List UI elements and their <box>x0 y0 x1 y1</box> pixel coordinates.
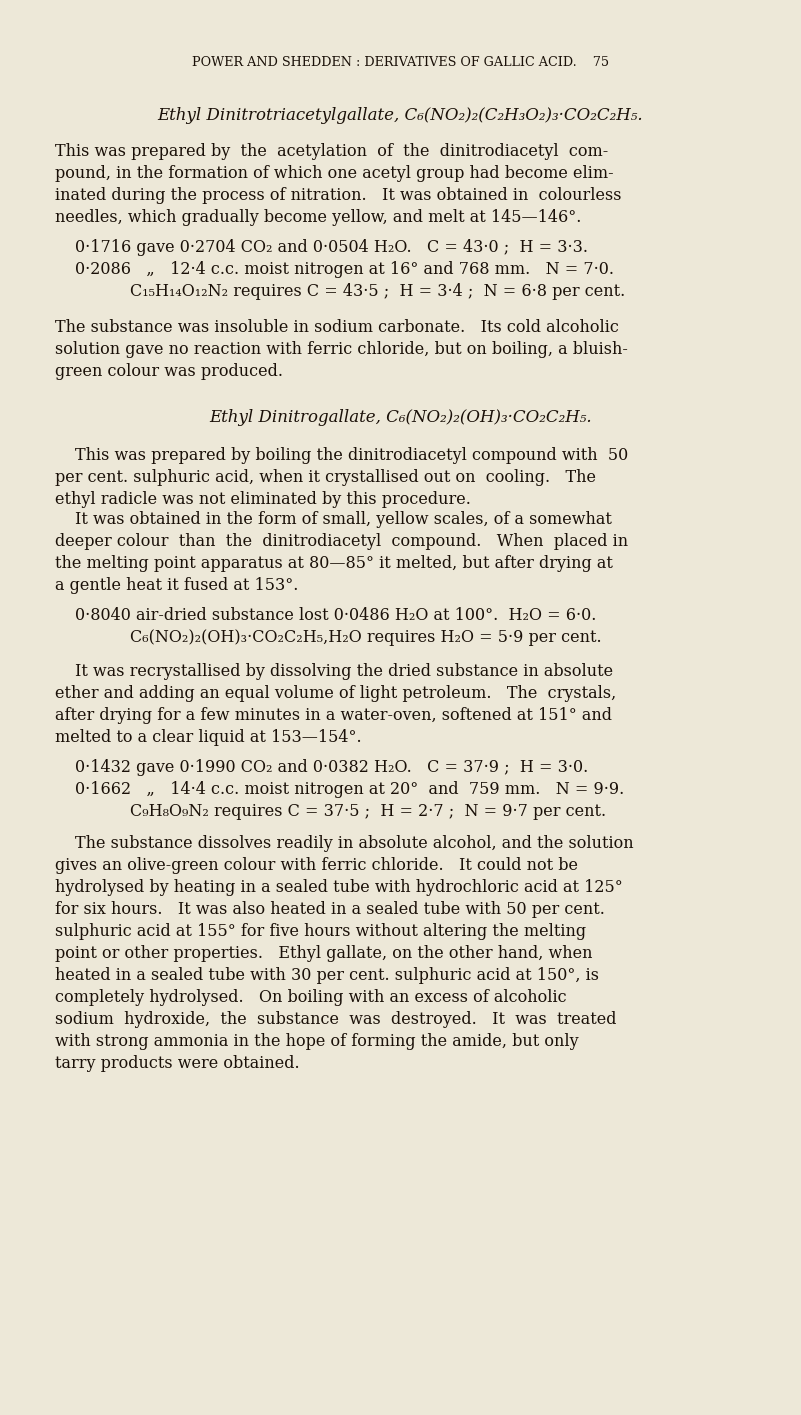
Text: 0·1662   „   14·4 c.c. moist nitrogen at 20°  and  759 mm.   N = 9·9.: 0·1662 „ 14·4 c.c. moist nitrogen at 20°… <box>75 781 624 798</box>
Text: deeper colour  than  the  dinitrodiacetyl  compound.   When  placed in: deeper colour than the dinitrodiacetyl c… <box>55 533 628 550</box>
Text: sodium  hydroxide,  the  substance  was  destroyed.   It  was  treated: sodium hydroxide, the substance was dest… <box>55 1012 617 1029</box>
Text: solution gave no reaction with ferric chloride, but on boiling, a bluish-: solution gave no reaction with ferric ch… <box>55 341 628 358</box>
Text: tarry products were obtained.: tarry products were obtained. <box>55 1056 300 1073</box>
Text: 0·2086   „   12·4 c.c. moist nitrogen at 16° and 768 mm.   N = 7·0.: 0·2086 „ 12·4 c.c. moist nitrogen at 16°… <box>75 262 614 279</box>
Text: C₁₅H₁₄O₁₂N₂ requires C = 43·5 ;  H = 3·4 ;  N = 6·8 per cent.: C₁₅H₁₄O₁₂N₂ requires C = 43·5 ; H = 3·4 … <box>130 283 626 300</box>
Text: ethyl radicle was not eliminated by this procedure.: ethyl radicle was not eliminated by this… <box>55 491 471 508</box>
Text: point or other properties.   Ethyl gallate, on the other hand, when: point or other properties. Ethyl gallate… <box>55 945 593 962</box>
Text: 0·1432 gave 0·1990 CO₂ and 0·0382 H₂O.   C = 37·9 ;  H = 3·0.: 0·1432 gave 0·1990 CO₂ and 0·0382 H₂O. C… <box>75 760 588 777</box>
Text: The substance dissolves readily in absolute alcohol, and the solution: The substance dissolves readily in absol… <box>75 835 634 852</box>
Text: heated in a sealed tube with 30 per cent. sulphuric acid at 150°, is: heated in a sealed tube with 30 per cent… <box>55 968 599 985</box>
Text: inated during the process of nitration.   It was obtained in  colourless: inated during the process of nitration. … <box>55 188 622 205</box>
Text: a gentle heat it fused at 153°.: a gentle heat it fused at 153°. <box>55 577 299 594</box>
Text: It was obtained in the form of small, yellow scales, of a somewhat: It was obtained in the form of small, ye… <box>75 511 612 528</box>
Text: 0·1716 gave 0·2704 CO₂ and 0·0504 H₂O.   C = 43·0 ;  H = 3·3.: 0·1716 gave 0·2704 CO₂ and 0·0504 H₂O. C… <box>75 239 588 256</box>
Text: sulphuric acid at 155° for five hours without altering the melting: sulphuric acid at 155° for five hours wi… <box>55 924 586 941</box>
Text: the melting point apparatus at 80—85° it melted, but after drying at: the melting point apparatus at 80—85° it… <box>55 556 613 573</box>
Text: with strong ammonia in the hope of forming the amide, but only: with strong ammonia in the hope of formi… <box>55 1033 578 1050</box>
Text: green colour was produced.: green colour was produced. <box>55 364 283 381</box>
Text: gives an olive-green colour with ferric chloride.   It could not be: gives an olive-green colour with ferric … <box>55 857 578 874</box>
Text: completely hydrolysed.   On boiling with an excess of alcoholic: completely hydrolysed. On boiling with a… <box>55 989 566 1006</box>
Text: per cent. sulphuric acid, when it crystallised out on  cooling.   The: per cent. sulphuric acid, when it crysta… <box>55 470 596 487</box>
Text: hydrolysed by heating in a sealed tube with hydrochloric acid at 125°: hydrolysed by heating in a sealed tube w… <box>55 880 622 897</box>
Text: The substance was insoluble in sodium carbonate.   Its cold alcoholic: The substance was insoluble in sodium ca… <box>55 320 619 337</box>
Text: melted to a clear liquid at 153—154°.: melted to a clear liquid at 153—154°. <box>55 730 361 747</box>
Text: C₆(NO₂)₂(OH)₃·CO₂C₂H₅,H₂O requires H₂O = 5·9 per cent.: C₆(NO₂)₂(OH)₃·CO₂C₂H₅,H₂O requires H₂O =… <box>130 630 602 647</box>
Text: It was recrystallised by dissolving the dried substance in absolute: It was recrystallised by dissolving the … <box>75 664 613 681</box>
Text: This was prepared by  the  acetylation  of  the  dinitrodiacetyl  com-: This was prepared by the acetylation of … <box>55 143 608 160</box>
Text: POWER AND SHEDDEN : DERIVATIVES OF GALLIC ACID.    75: POWER AND SHEDDEN : DERIVATIVES OF GALLI… <box>192 55 609 68</box>
Text: C₉H₈O₉N₂ requires C = 37·5 ;  H = 2·7 ;  N = 9·7 per cent.: C₉H₈O₉N₂ requires C = 37·5 ; H = 2·7 ; N… <box>130 804 606 821</box>
Text: 0·8040 air-dried substance lost 0·0486 H₂O at 100°.  H₂O = 6·0.: 0·8040 air-dried substance lost 0·0486 H… <box>75 607 597 624</box>
Text: Ethyl Dinitrogallate, C₆(NO₂)₂(OH)₃·CO₂C₂H₅.: Ethyl Dinitrogallate, C₆(NO₂)₂(OH)₃·CO₂C… <box>209 409 592 426</box>
Text: pound, in the formation of which one acetyl group had become elim-: pound, in the formation of which one ace… <box>55 166 614 183</box>
Text: Ethyl Dinitrotriacetylgallate, C₆(NO₂)₂(C₂H₃O₂)₃·CO₂C₂H₅.: Ethyl Dinitrotriacetylgallate, C₆(NO₂)₂(… <box>158 106 643 123</box>
Text: ether and adding an equal volume of light petroleum.   The  crystals,: ether and adding an equal volume of ligh… <box>55 685 616 702</box>
Text: after drying for a few minutes in a water-oven, softened at 151° and: after drying for a few minutes in a wate… <box>55 708 612 724</box>
Text: This was prepared by boiling the dinitrodiacetyl compound with  50: This was prepared by boiling the dinitro… <box>75 447 628 464</box>
Text: for six hours.   It was also heated in a sealed tube with 50 per cent.: for six hours. It was also heated in a s… <box>55 901 605 918</box>
Text: needles, which gradually become yellow, and melt at 145—146°.: needles, which gradually become yellow, … <box>55 209 582 226</box>
